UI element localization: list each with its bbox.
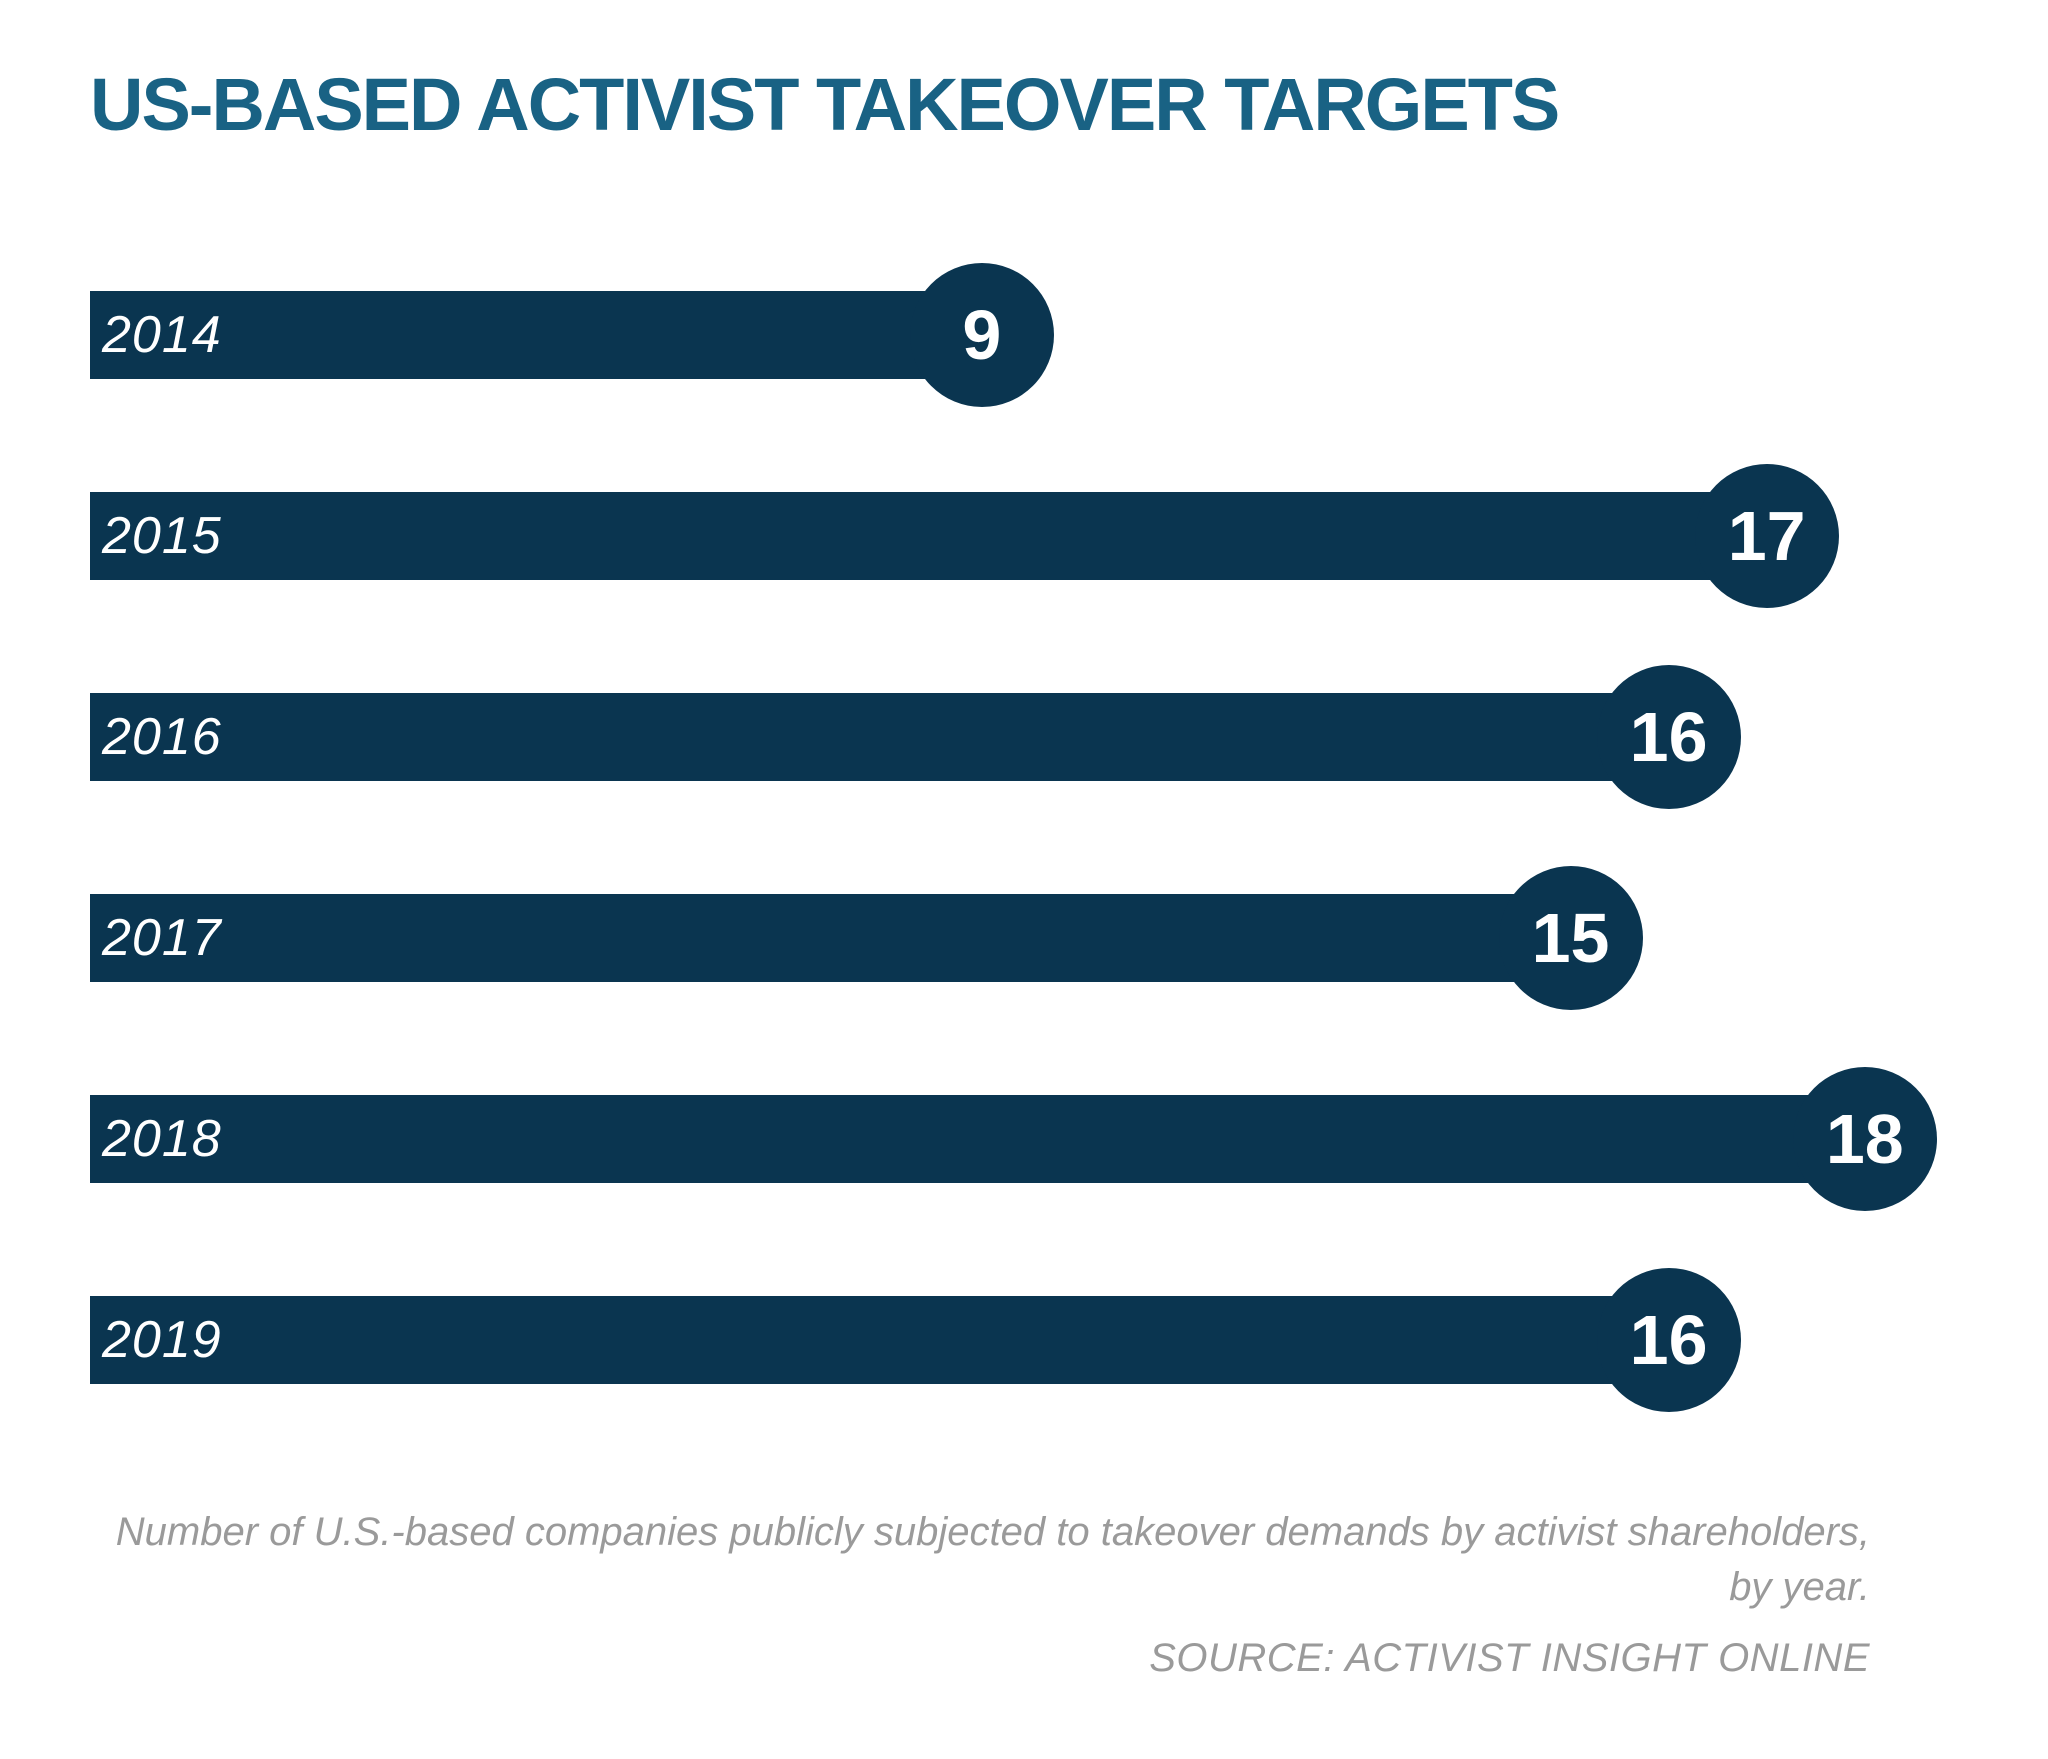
year-label: 2015 [102,507,222,565]
bar-chart: 2014 9 2015 17 2016 16 2017 15 2018 18 2 [90,0,2048,1480]
value-circle: 16 [1596,665,1741,809]
bar [90,1095,1865,1183]
bar-row: 2016 16 [90,665,2048,809]
bar-row: 2018 18 [90,1067,2048,1211]
value-label: 16 [1629,698,1708,776]
chart-title: US-BASED ACTIVIST TAKEOVER TARGETS [90,63,1560,146]
bar-row: 2017 15 [90,866,2048,1010]
bar [90,291,982,379]
bar [90,894,1571,982]
value-circle: 18 [1792,1067,1937,1211]
source-credit: SOURCE: ACTIVIST INSIGHT ONLINE [1149,1636,1870,1680]
bar [90,693,1669,781]
value-label: 15 [1531,899,1610,977]
bar [90,492,1767,580]
value-circle: 9 [909,263,1054,407]
bar-row: 2019 16 [90,1268,2048,1412]
year-label: 2019 [102,1311,222,1369]
year-label: 2014 [102,306,222,364]
value-label: 16 [1629,1301,1708,1379]
caption-line-2: by year. [1729,1565,1870,1610]
value-circle: 15 [1498,866,1643,1010]
value-circle: 16 [1596,1268,1741,1412]
chart-caption: Number of U.S.-based companies publicly … [110,1505,1870,1615]
bar-row: 2015 17 [90,464,2048,608]
year-label: 2016 [102,708,222,766]
bar [90,1296,1669,1384]
bar-row: 2014 9 [90,263,2048,407]
year-label: 2018 [102,1110,222,1168]
year-label: 2017 [102,909,222,967]
caption-line-1: Number of U.S.-based companies publicly … [115,1510,1870,1554]
value-label: 17 [1727,497,1806,575]
value-label: 18 [1825,1100,1904,1178]
value-circle: 17 [1694,464,1839,608]
value-label: 9 [962,296,1002,374]
